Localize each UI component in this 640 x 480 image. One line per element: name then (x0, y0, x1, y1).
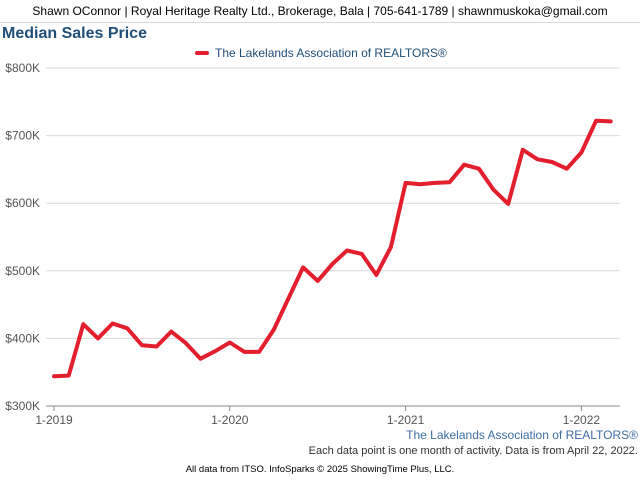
series-line (52, 118, 613, 379)
chart-title: Median Sales Price (2, 25, 147, 42)
y-tick-label: $800K (5, 61, 40, 75)
y-axis-ticks: $300K $400K $500K $600K $700K $800K (5, 61, 40, 413)
y-tick-label: $500K (5, 264, 40, 278)
gridlines (46, 67, 620, 407)
x-tick-label: 1-2021 (387, 413, 425, 427)
y-tick-label: $400K (5, 331, 40, 345)
contact-header: Shawn OConnor | Royal Heritage Realty Lt… (0, 0, 640, 23)
y-tick-label: $700K (5, 129, 40, 143)
x-axis-ticks: 1-2019 1-2020 1-2021 1-2022 (35, 406, 600, 427)
legend-swatch (195, 51, 209, 55)
legend: The Lakelands Association of REALTORS® (195, 45, 447, 61)
data-note: Each data point is one month of activity… (308, 445, 638, 457)
x-tick-label: 1-2019 (35, 413, 73, 427)
footer-credit: All data from ITSO. InfoSparks © 2025 Sh… (185, 464, 455, 475)
y-tick-label: $600K (5, 196, 40, 210)
watermark-text: The Lakelands Association of REALTORS® (406, 428, 638, 442)
x-tick-label: 1-2020 (211, 413, 249, 427)
x-tick-label: 1-2022 (563, 413, 601, 427)
legend-label: The Lakelands Association of REALTORS® (215, 46, 447, 60)
y-tick-label: $300K (5, 399, 40, 413)
